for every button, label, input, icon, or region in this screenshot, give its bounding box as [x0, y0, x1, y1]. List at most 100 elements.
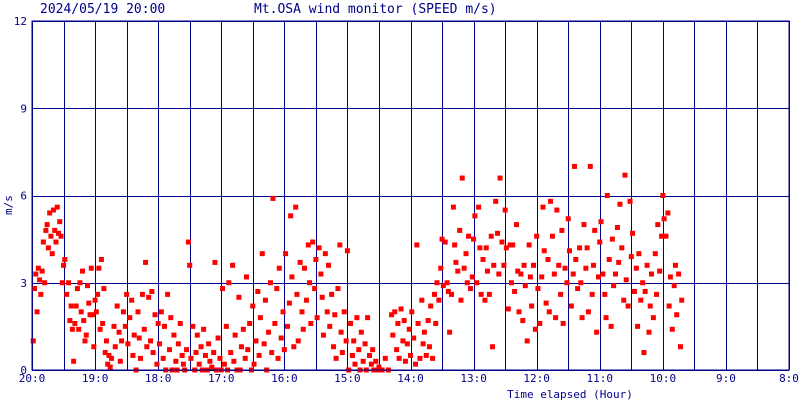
data-point: [549, 233, 555, 239]
data-point: [193, 350, 199, 356]
data-point: [621, 297, 627, 303]
data-point: [515, 268, 521, 274]
data-point: [215, 335, 221, 341]
data-point: [78, 309, 84, 315]
data-point: [636, 251, 642, 257]
data-point: [527, 274, 533, 280]
data-point: [236, 294, 242, 300]
data-point: [341, 309, 347, 315]
data-point: [40, 239, 46, 245]
data-point: [245, 347, 251, 353]
x-tick-label: 11:0: [587, 372, 614, 385]
data-point: [79, 268, 85, 274]
data-point: [141, 326, 147, 332]
data-point: [93, 309, 99, 315]
data-point: [505, 306, 511, 312]
data-point: [415, 320, 421, 326]
data-point: [240, 326, 246, 332]
data-point: [272, 320, 278, 326]
data-point: [206, 341, 212, 347]
data-point: [86, 300, 92, 306]
data-point: [228, 350, 234, 356]
data-point: [68, 303, 74, 309]
data-point: [452, 242, 458, 248]
data-point: [501, 262, 507, 268]
data-point: [69, 326, 75, 332]
data-point: [117, 358, 123, 364]
data-point: [566, 248, 572, 254]
plot-frame: [31, 20, 790, 371]
data-point: [674, 312, 680, 318]
data-point: [499, 239, 505, 245]
data-point: [433, 320, 439, 326]
data-point: [76, 326, 82, 332]
data-point: [587, 163, 593, 169]
data-point: [604, 193, 610, 198]
data-point: [368, 361, 374, 367]
data-point: [165, 291, 171, 297]
data-point: [52, 227, 58, 233]
data-point: [531, 262, 537, 268]
data-point: [64, 291, 70, 297]
data-point: [156, 341, 162, 347]
data-point: [650, 315, 656, 321]
data-point: [329, 291, 335, 297]
data-point: [520, 318, 526, 324]
data-point: [325, 262, 331, 268]
data-point: [116, 329, 122, 335]
data-point: [81, 318, 87, 324]
data-point: [55, 230, 61, 236]
data-point: [540, 204, 546, 210]
data-point: [644, 262, 650, 268]
data-point: [503, 245, 509, 251]
data-point: [578, 280, 584, 286]
data-point: [638, 297, 644, 303]
data-point: [669, 326, 675, 332]
data-point: [439, 236, 445, 242]
data-point: [30, 338, 36, 344]
data-point: [543, 300, 549, 306]
data-point: [259, 251, 265, 257]
data-point: [127, 315, 133, 321]
data-point: [625, 303, 631, 309]
data-point: [677, 344, 683, 350]
data-point: [148, 338, 154, 344]
data-point: [274, 286, 280, 292]
data-point: [640, 280, 646, 286]
data-point: [50, 207, 56, 213]
x-tick-label: 15:0: [334, 372, 361, 385]
y-tick-labels: 0 3 6 9 12: [14, 15, 27, 377]
data-point: [453, 259, 459, 265]
data-point: [61, 262, 67, 268]
data-point: [660, 193, 666, 198]
data-point: [493, 198, 499, 204]
x-axis-label: Time elapsed (Hour): [507, 388, 633, 400]
data-point: [198, 344, 204, 350]
data-point: [74, 286, 80, 292]
data-point: [560, 320, 566, 326]
data-point: [554, 207, 560, 213]
data-point: [348, 320, 354, 326]
data-point: [111, 323, 117, 329]
data-point: [584, 245, 590, 251]
data-point: [314, 315, 320, 321]
data-point: [356, 347, 362, 353]
data-point: [400, 338, 406, 344]
data-point: [421, 329, 427, 335]
data-point: [138, 355, 144, 361]
data-point: [97, 326, 103, 332]
data-point: [455, 268, 461, 274]
data-point: [98, 256, 104, 262]
data-point: [322, 251, 328, 257]
data-point: [516, 309, 522, 315]
data-point: [54, 204, 60, 210]
data-point: [130, 352, 136, 358]
data-point: [220, 286, 226, 292]
data-point: [389, 312, 395, 318]
data-point: [376, 364, 382, 370]
data-point: [529, 303, 535, 309]
data-point: [185, 239, 191, 245]
data-point: [42, 280, 48, 286]
chart-title: Mt.OSA wind monitor (SPEED m/s): [254, 2, 497, 17]
data-point: [289, 274, 295, 280]
